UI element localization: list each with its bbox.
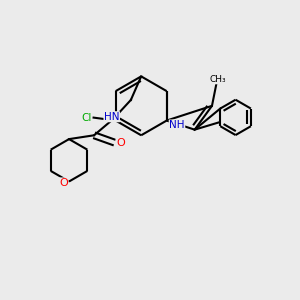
Text: CH₃: CH₃ xyxy=(210,75,226,84)
Text: HN: HN xyxy=(104,112,119,122)
Text: O: O xyxy=(116,138,125,148)
Text: Cl: Cl xyxy=(81,112,92,123)
Text: O: O xyxy=(59,178,68,188)
Text: NH: NH xyxy=(169,120,185,130)
